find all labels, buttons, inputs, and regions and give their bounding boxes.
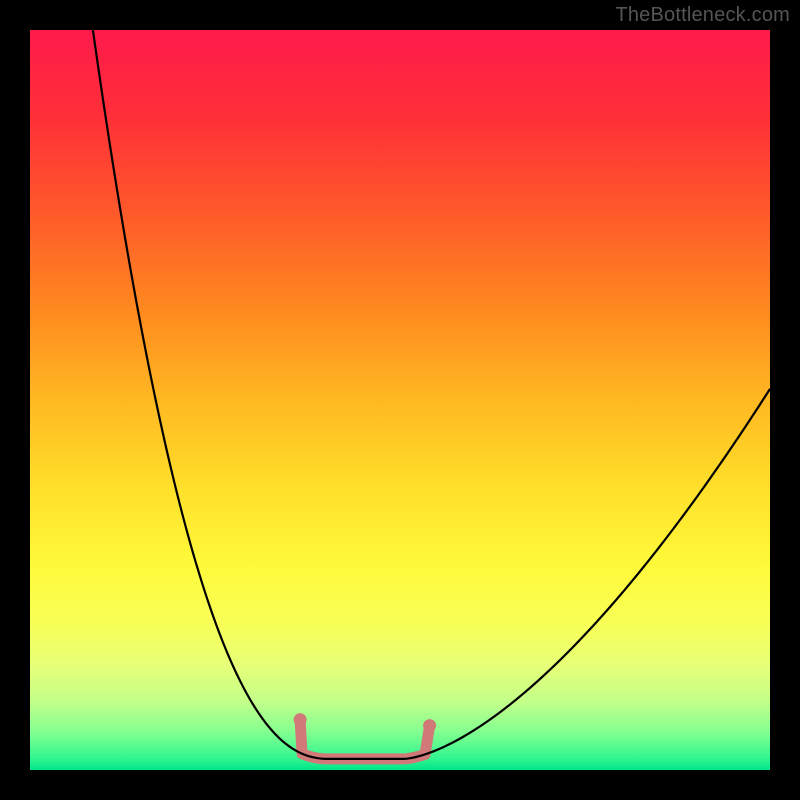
highlight-dot-right [423, 719, 436, 732]
highlight-dot-left [294, 713, 307, 726]
chart-stage: TheBottleneck.com [0, 0, 800, 800]
plot-background [30, 30, 770, 770]
bottleneck-chart [0, 0, 800, 800]
watermark-text: TheBottleneck.com [615, 4, 790, 27]
